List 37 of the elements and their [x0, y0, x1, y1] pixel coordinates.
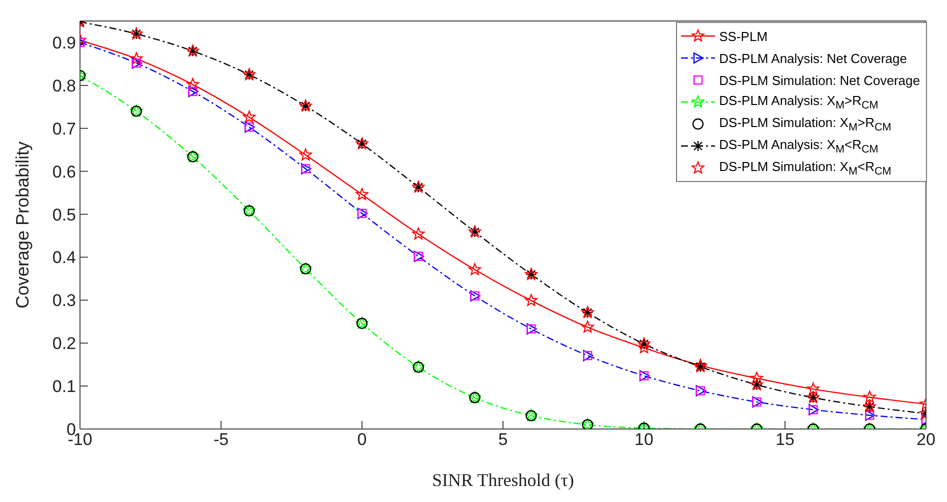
legend-label: DS-PLM Analysis: X$_{M}$<R$_{CM}$	[719, 136, 878, 156]
x-tick-label: 0	[357, 430, 367, 450]
point	[186, 78, 200, 90]
y-tick-label: 0.4	[52, 248, 76, 268]
y-tick-label: 0.9	[52, 34, 76, 53]
x-tick-label: 5	[498, 430, 508, 450]
y-tick-label: 0.7	[52, 119, 76, 138]
legend-label: DS-PLM Analysis: Net Coverage	[719, 50, 907, 66]
legend-label: DS-PLM Simulation: Net Coverage	[719, 72, 920, 88]
legend-label: DS-PLM Simulation: X$_{M}$>R$_{CM}$	[719, 114, 892, 134]
x-tick-label: 20	[916, 430, 936, 450]
point	[863, 390, 876, 403]
y-tick-label: 0.5	[52, 205, 76, 224]
point	[524, 294, 538, 306]
point	[356, 188, 368, 200]
x-tick-label: 10	[634, 430, 654, 450]
x-tick-label: 15	[776, 430, 794, 450]
y-tick-label: 0.3	[52, 291, 76, 310]
x-axis-title: SINR Threshold (τ)	[432, 470, 574, 490]
point	[299, 148, 312, 160]
point	[130, 52, 143, 64]
point	[638, 341, 650, 354]
point	[242, 110, 256, 123]
point	[581, 320, 594, 333]
point	[806, 382, 820, 394]
point	[412, 227, 425, 240]
y-tick-label: 0.1	[52, 377, 76, 396]
legend-label: SS-PLM	[719, 28, 768, 44]
legend-label: DS-PLM Analysis: X$_{M}$>R$_{CM}$	[719, 92, 878, 112]
legend-label: DS-PLM Simulation: X$_{M}$<R$_{CM}$	[719, 158, 892, 178]
x-tick-label: -5	[213, 430, 229, 450]
y-tick-label: 0.2	[52, 334, 76, 354]
y-tick-label: 0.8	[52, 76, 76, 96]
point	[468, 263, 482, 276]
y-axis-title: Coverage Probability	[12, 141, 32, 309]
y-tick-label: 0.6	[52, 162, 76, 182]
point	[750, 372, 764, 384]
